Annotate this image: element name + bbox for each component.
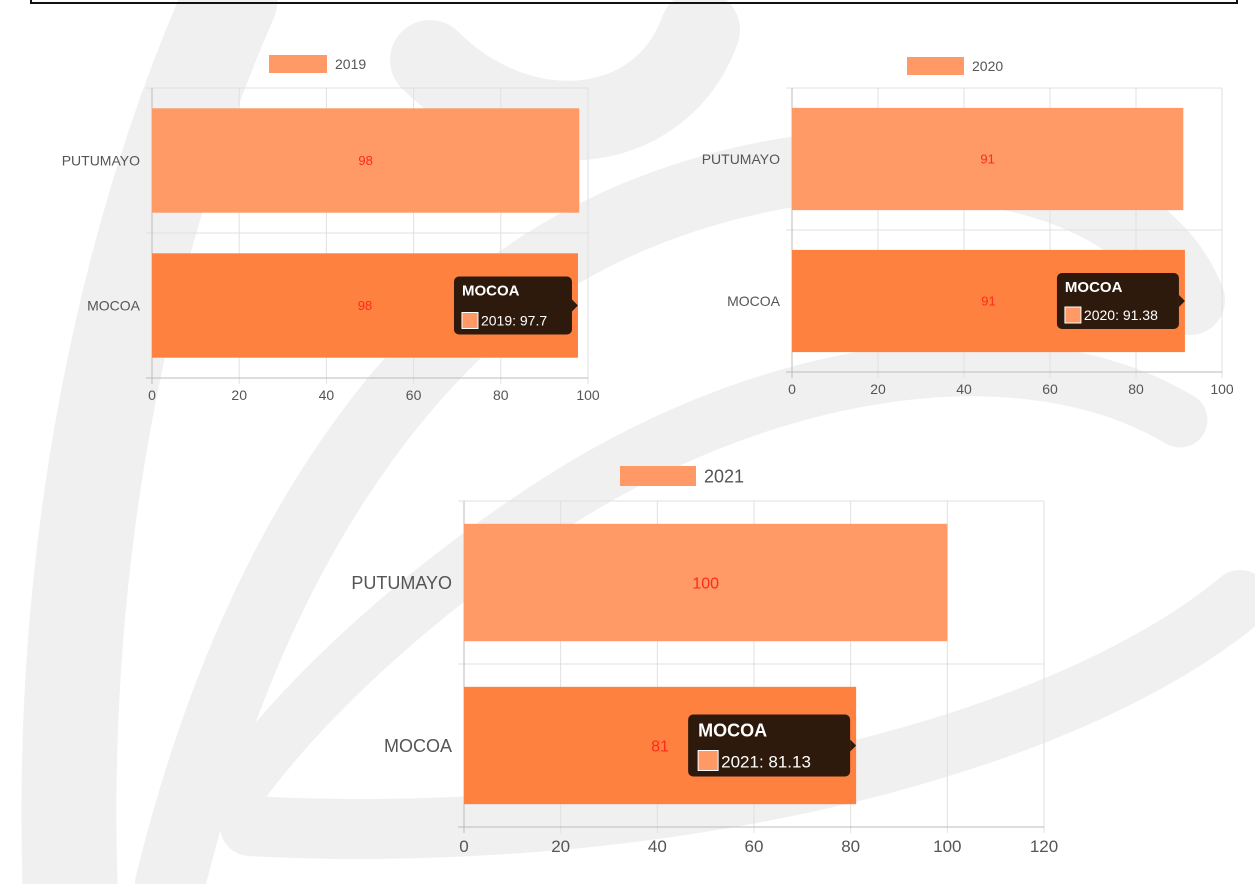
legend-swatch	[269, 55, 327, 73]
x-tick-label: 20	[231, 387, 247, 403]
data-label-putumayo: 91	[980, 152, 994, 167]
bar-putumayo	[152, 108, 580, 213]
x-tick-label: 40	[648, 837, 667, 856]
tooltip-title: MOCOA	[1065, 279, 1123, 296]
tooltip: MOCOA 2020: 91.38	[1056, 273, 1185, 329]
tooltip-value: 2020: 91.38	[1084, 307, 1158, 323]
tooltip-title: MOCOA	[462, 283, 520, 300]
x-tick-label: 80	[1128, 381, 1144, 397]
x-tick-label: 100	[1210, 381, 1234, 397]
bar-putumayo	[792, 107, 1184, 211]
chart-2020: 2020 PUTUMAYO 91 MOCOA 91 0 20 40 60 80 100 MOCOA 20…	[702, 57, 1234, 397]
category-label-mocoa: MOCOA	[87, 298, 141, 314]
x-tick-label: 0	[459, 837, 468, 856]
x-tick-label: 100	[933, 837, 961, 856]
data-label-mocoa: 81	[651, 738, 669, 755]
data-label-mocoa: 91	[981, 294, 995, 309]
category-label-putumayo: PUTUMAYO	[62, 153, 140, 169]
tooltip-caret	[1178, 295, 1185, 307]
data-label-putumayo: 100	[692, 575, 719, 592]
tooltip: MOCOA 2021: 81.13	[688, 714, 857, 777]
tooltip-swatch	[1064, 306, 1082, 324]
legend-swatch	[907, 57, 964, 75]
chart-2021: 2021 PUTUMAYO 100 MOCOA 81 0 20 40 60 80 100 120 MOC…	[351, 466, 1058, 856]
top-border-frame	[30, 0, 1238, 4]
x-tick-label: 80	[493, 387, 509, 403]
legend-label: 2021	[704, 466, 744, 486]
x-tick-label: 20	[870, 381, 886, 397]
data-label-putumayo: 98	[358, 153, 372, 168]
category-label-mocoa: MOCOA	[727, 293, 781, 309]
data-label-mocoa: 98	[358, 298, 372, 313]
x-tick-label: 20	[551, 837, 570, 856]
x-tick-label: 40	[956, 381, 972, 397]
category-label-mocoa: MOCOA	[384, 736, 452, 756]
tooltip-caret	[850, 739, 857, 752]
chart-2019: 2019 PUTUMAYO 98 MOCOA 98 0 20 40 60 80 100 MOCOA 20…	[62, 55, 600, 403]
legend-label: 2019	[335, 56, 366, 72]
tooltip-value: 2021: 81.13	[721, 753, 811, 772]
x-tick-label: 60	[406, 387, 422, 403]
x-tick-label: 80	[841, 837, 860, 856]
x-tick-label: 0	[148, 387, 156, 403]
x-tick-label: 120	[1030, 837, 1058, 856]
legend-swatch	[620, 466, 696, 486]
category-label-putumayo: PUTUMAYO	[702, 151, 780, 167]
x-tick-label: 60	[1042, 381, 1058, 397]
x-tick-label: 40	[319, 387, 335, 403]
tooltip-box	[453, 276, 572, 335]
tooltip-swatch	[461, 312, 479, 329]
x-tick-label: 100	[576, 387, 600, 403]
bar-putumayo	[464, 523, 948, 642]
tooltip: MOCOA 2019: 97.7	[453, 276, 578, 335]
tooltip-value: 2019: 97.7	[481, 313, 547, 329]
tooltip-box	[688, 714, 851, 777]
category-label-putumayo: PUTUMAYO	[351, 573, 452, 593]
tooltip-box	[1056, 273, 1179, 329]
x-tick-label: 0	[788, 381, 796, 397]
tooltip-title: MOCOA	[698, 721, 767, 741]
x-tick-label: 60	[745, 837, 764, 856]
legend-label: 2020	[972, 58, 1003, 74]
tooltip-caret	[571, 299, 578, 312]
tooltip-swatch	[697, 750, 719, 771]
